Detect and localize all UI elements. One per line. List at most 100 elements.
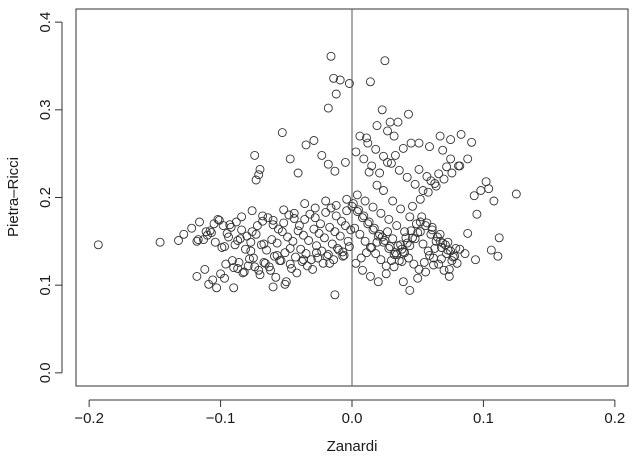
data-point — [439, 174, 449, 184]
data-point — [243, 261, 253, 271]
data-point — [432, 232, 442, 242]
data-point — [511, 189, 521, 199]
data-point — [206, 228, 216, 238]
data-point — [335, 231, 345, 241]
data-point — [350, 223, 360, 233]
data-point — [369, 223, 379, 233]
data-point — [213, 214, 223, 224]
data-point — [272, 238, 282, 248]
data-point — [344, 79, 354, 88]
data-point — [297, 257, 307, 266]
data-point — [300, 214, 310, 224]
data-point — [383, 227, 392, 237]
data-point — [392, 221, 402, 231]
data-point — [405, 212, 415, 222]
data-point — [204, 279, 214, 289]
data-point — [283, 232, 293, 242]
data-point — [268, 215, 278, 225]
data-point — [340, 157, 350, 167]
data-point — [255, 270, 265, 280]
data-point — [323, 159, 333, 169]
data-point — [376, 255, 386, 265]
data-point — [310, 203, 320, 213]
data-point — [246, 246, 256, 256]
data-point — [179, 229, 189, 239]
data-point — [230, 240, 240, 250]
data-point — [460, 249, 470, 259]
data-point — [250, 262, 260, 272]
data-point — [405, 241, 415, 251]
data-point — [277, 227, 287, 237]
data-point — [436, 243, 446, 252]
data-point — [279, 205, 289, 215]
data-point — [340, 221, 350, 231]
data-point — [226, 222, 236, 232]
data-point — [419, 257, 429, 267]
data-point — [363, 219, 373, 229]
data-point — [251, 229, 261, 239]
data-point — [268, 282, 278, 292]
data-point — [319, 233, 329, 243]
data-point — [444, 271, 454, 281]
data-point — [381, 261, 391, 271]
data-point — [327, 239, 337, 249]
data-point — [358, 213, 367, 223]
data-point — [354, 205, 364, 215]
data-point — [371, 144, 381, 154]
data-point — [368, 202, 378, 212]
data-point — [414, 164, 424, 174]
data-point — [355, 131, 365, 141]
data-point — [406, 226, 416, 236]
data-point — [355, 229, 365, 239]
data-point — [463, 228, 473, 238]
data-point — [343, 236, 353, 246]
data-point — [310, 213, 320, 223]
data-point — [377, 105, 387, 115]
data-point — [300, 199, 310, 209]
data-point — [365, 271, 375, 281]
y-tick-label: 0.1 — [37, 275, 54, 296]
data-point — [408, 201, 417, 211]
data-point — [379, 237, 388, 247]
data-point — [258, 211, 268, 221]
data-point — [330, 227, 340, 237]
data-point — [444, 264, 454, 274]
data-point — [489, 196, 499, 206]
data-point — [321, 196, 331, 206]
data-point — [309, 136, 319, 145]
data-point — [447, 168, 457, 178]
data-point — [362, 133, 371, 143]
data-point — [417, 212, 427, 222]
data-point — [259, 239, 269, 249]
data-point — [247, 206, 257, 216]
data-point — [442, 162, 452, 172]
data-point — [193, 235, 203, 245]
data-point — [389, 131, 399, 141]
data-point — [260, 258, 270, 268]
data-point — [348, 199, 358, 209]
data-point — [425, 250, 434, 260]
y-tick-label: 0.4 — [37, 12, 54, 33]
data-point — [400, 227, 410, 237]
data-point — [352, 190, 362, 200]
data-point — [414, 264, 424, 274]
data-point — [344, 242, 354, 252]
data-point — [335, 75, 345, 85]
data-point — [262, 245, 272, 255]
data-point — [281, 277, 291, 287]
data-point — [422, 218, 432, 228]
data-point — [298, 255, 308, 265]
data-point — [239, 267, 249, 277]
data-point — [379, 186, 388, 195]
data-point — [423, 246, 433, 256]
data-point — [384, 214, 394, 224]
data-point — [426, 176, 436, 186]
data-point — [187, 223, 197, 233]
data-point — [467, 137, 477, 147]
data-point — [431, 236, 441, 246]
data-point — [338, 251, 348, 261]
data-point — [321, 207, 331, 217]
data-point — [431, 181, 441, 191]
data-point — [233, 236, 243, 245]
data-point — [376, 208, 386, 218]
